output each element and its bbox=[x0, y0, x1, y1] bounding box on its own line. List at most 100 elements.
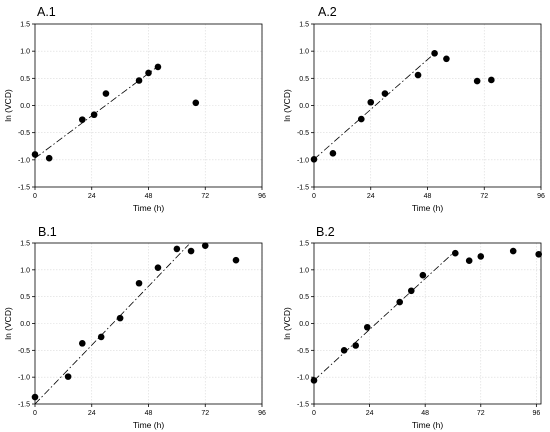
x-tick-label: 72 bbox=[201, 410, 209, 417]
chart-panel-b2: B.2 -1.5 -1.0 -0.5 0.0 0.5 1.0 1.5 0 24 48 72 96 Time… bbox=[282, 225, 542, 430]
y-tick-label: -1.0 bbox=[18, 157, 30, 164]
y-tick-label: -1.0 bbox=[297, 157, 309, 164]
data-point bbox=[135, 279, 143, 287]
data-point bbox=[535, 250, 542, 258]
x-tick-label: 24 bbox=[88, 193, 96, 200]
y-tick-label: -1.5 bbox=[297, 185, 309, 192]
data-point bbox=[116, 314, 124, 322]
y-tick-label: -0.5 bbox=[297, 348, 309, 355]
data-point bbox=[31, 393, 39, 401]
data-point bbox=[329, 150, 337, 157]
y-tick-label: -1.0 bbox=[18, 375, 30, 382]
y-tick-label: 0.5 bbox=[299, 76, 309, 83]
data-point bbox=[310, 155, 318, 163]
y-tick-label: 0.0 bbox=[20, 103, 30, 110]
y-tick-label: 1.5 bbox=[299, 22, 309, 29]
data-point bbox=[407, 287, 415, 295]
panel-label: A.2 bbox=[318, 5, 337, 19]
x-tick-label: 72 bbox=[480, 193, 488, 200]
x-tick-label: 48 bbox=[424, 193, 432, 200]
data-point bbox=[232, 256, 240, 264]
data-point bbox=[419, 271, 427, 279]
x-axis-title: Time (h) bbox=[412, 420, 443, 430]
x-tick-label: 48 bbox=[145, 193, 153, 200]
fit-line bbox=[34, 244, 189, 405]
x-tick-label: 96 bbox=[258, 193, 266, 200]
chart-panel-a2: A.2 -1.5 -1.0 -0.5 0.0 0.5 1.0 1.5 0 24 48 72 96 Time… bbox=[282, 5, 545, 213]
y-axis-title: ln (VCD) bbox=[3, 89, 13, 122]
data-point bbox=[396, 298, 404, 306]
x-axis-title: Time (h) bbox=[133, 420, 164, 430]
y-tick-label: 0.0 bbox=[299, 103, 309, 110]
y-tick-label: -0.5 bbox=[18, 348, 30, 355]
data-point bbox=[414, 71, 422, 79]
panel-label: B.2 bbox=[316, 225, 335, 239]
y-tick-label: 0.0 bbox=[20, 321, 30, 328]
data-point bbox=[192, 99, 200, 107]
data-point bbox=[443, 55, 450, 63]
data-point bbox=[145, 69, 152, 77]
y-tick-label: 1.0 bbox=[299, 49, 309, 56]
fit-line bbox=[313, 53, 435, 160]
x-tick-label: 24 bbox=[88, 410, 96, 417]
y-tick-label: 0.5 bbox=[20, 294, 30, 301]
data-point bbox=[102, 90, 110, 97]
y-tick-label: -0.5 bbox=[297, 130, 309, 137]
data-point bbox=[154, 63, 162, 71]
data-point bbox=[465, 257, 473, 265]
data-point bbox=[357, 115, 365, 123]
y-tick-label: 1.0 bbox=[299, 267, 309, 274]
y-axis-title: ln (VCD) bbox=[3, 307, 13, 340]
y-axis-title: ln (VCD) bbox=[282, 89, 292, 122]
data-point bbox=[340, 347, 348, 354]
y-tick-label: -1.5 bbox=[297, 402, 309, 409]
data-point bbox=[31, 151, 39, 158]
data-point bbox=[78, 116, 86, 123]
data-point bbox=[310, 377, 318, 384]
x-tick-label: 24 bbox=[367, 193, 375, 200]
data-point bbox=[509, 247, 517, 255]
data-point bbox=[477, 253, 485, 260]
x-tick-label: 96 bbox=[258, 410, 266, 417]
data-point bbox=[352, 342, 359, 349]
x-tick-label: 24 bbox=[366, 410, 374, 417]
y-axis-title: ln (VCD) bbox=[282, 307, 292, 340]
y-tick-label: -0.5 bbox=[18, 130, 30, 137]
data-point bbox=[451, 249, 459, 257]
data-point bbox=[173, 245, 181, 253]
data-point bbox=[154, 264, 162, 271]
data-point bbox=[363, 323, 371, 331]
y-tick-label: 0.5 bbox=[299, 294, 309, 301]
y-tick-label: 1.0 bbox=[20, 49, 30, 56]
panel-label: B.1 bbox=[38, 225, 57, 239]
x-axis-title: Time (h) bbox=[412, 203, 443, 213]
y-tick-label: 1.5 bbox=[20, 22, 30, 29]
data-point bbox=[201, 242, 209, 249]
y-tick-label: 1.0 bbox=[20, 267, 30, 274]
y-tick-label: 1.5 bbox=[299, 241, 309, 248]
data-point bbox=[135, 77, 143, 84]
y-tick-label: -1.0 bbox=[297, 375, 309, 382]
x-tick-label: 72 bbox=[201, 193, 209, 200]
data-point bbox=[97, 333, 105, 341]
y-tick-label: -1.5 bbox=[18, 185, 30, 192]
data-point bbox=[381, 90, 389, 97]
x-tick-label: 48 bbox=[145, 410, 153, 417]
fit-line bbox=[313, 252, 454, 381]
y-tick-label: 1.5 bbox=[20, 241, 30, 248]
x-tick-label: 0 bbox=[312, 193, 316, 200]
data-point bbox=[367, 98, 375, 106]
x-tick-label: 96 bbox=[532, 410, 540, 417]
x-tick-label: 72 bbox=[477, 410, 485, 417]
chart-panel-a1: A.1 -1.5 -1.0 -0.5 0.0 0.5 1.0 1.5 0 24 48 72 96 Time… bbox=[3, 5, 266, 213]
x-tick-label: 96 bbox=[537, 193, 545, 200]
y-tick-label: 0.0 bbox=[299, 321, 309, 328]
data-point bbox=[64, 373, 72, 380]
x-axis-title: Time (h) bbox=[133, 203, 164, 213]
panel-label: A.1 bbox=[37, 5, 56, 19]
x-tick-label: 48 bbox=[421, 410, 429, 417]
data-point bbox=[431, 50, 438, 57]
data-point bbox=[78, 340, 86, 347]
data-point bbox=[45, 154, 53, 162]
